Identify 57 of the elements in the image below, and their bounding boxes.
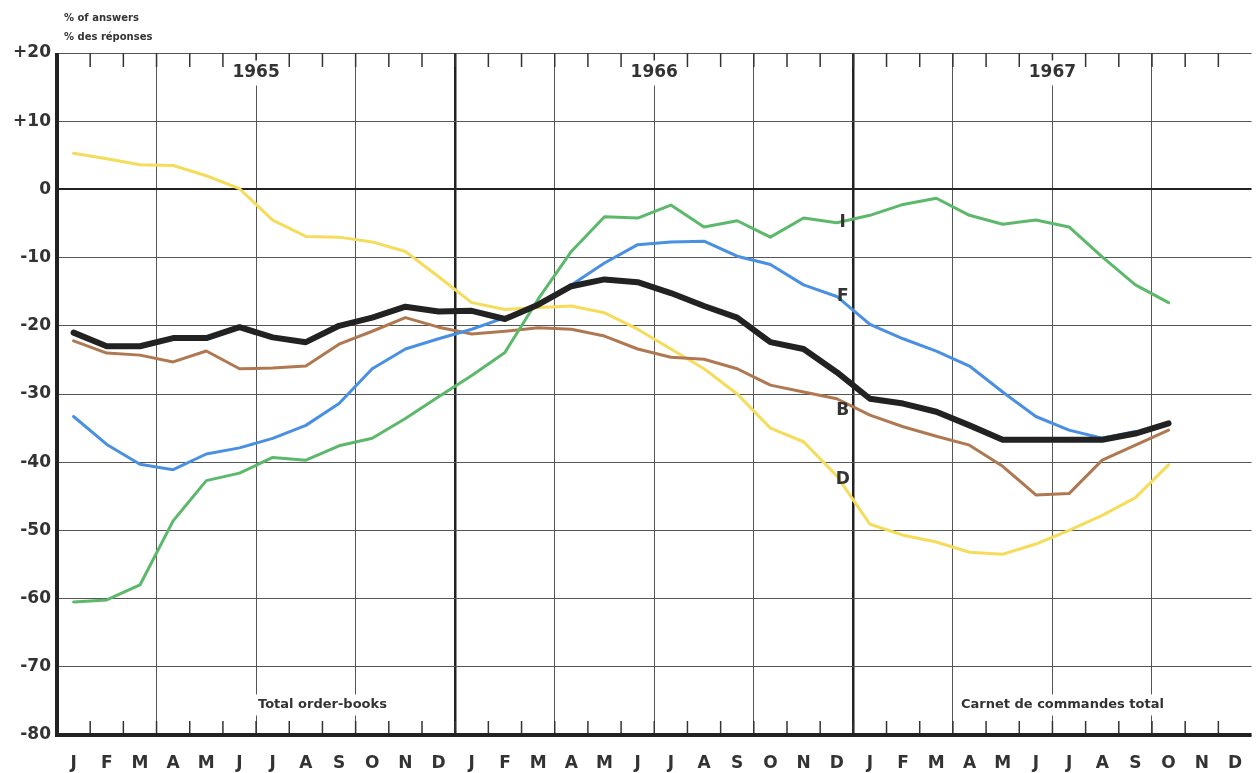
- x-tick-label: S: [332, 751, 346, 772]
- x-tick-label: M: [994, 751, 1012, 772]
- x-tick-label: J: [865, 751, 874, 772]
- annotation: Carnet de commandes total: [960, 696, 1164, 712]
- x-tick-label: J: [1031, 751, 1040, 772]
- x-tick-label: N: [796, 751, 811, 772]
- y-tick-label: -60: [20, 587, 52, 608]
- series-label: B: [836, 399, 850, 420]
- x-tick-label: A: [299, 751, 314, 772]
- x-tick-label: J: [633, 751, 641, 772]
- annotation: Total order-books: [258, 696, 388, 712]
- x-tick-label: J: [235, 751, 243, 772]
- x-tick-label: A: [166, 751, 181, 772]
- y-tick-label: -10: [20, 246, 52, 267]
- x-tick-label: J: [69, 751, 77, 772]
- x-tick-label: A: [962, 751, 977, 772]
- x-tick-label: O: [1161, 751, 1176, 772]
- series-label: I: [839, 211, 846, 232]
- series-label: D: [835, 468, 850, 489]
- y-tick-label: -40: [20, 450, 52, 471]
- x-tick-label: A: [1095, 751, 1110, 772]
- y-axis-title: % of answers % des réponses: [64, 11, 153, 42]
- annotation: 1967: [1028, 61, 1077, 82]
- x-tick-label: S: [1129, 751, 1142, 772]
- annotation: 1966: [630, 61, 678, 82]
- x-tick-label: N: [398, 751, 413, 772]
- x-tick-label: F: [499, 751, 511, 772]
- x-tick-label: F: [100, 751, 113, 772]
- y-tick-label: -80: [20, 723, 52, 744]
- y-tick-label: -70: [20, 655, 52, 676]
- y-tick-label: +20: [13, 41, 52, 62]
- annotation: 1965: [232, 61, 280, 82]
- x-tick-label: F: [897, 751, 909, 772]
- y-tick-label: -20: [20, 314, 52, 335]
- x-tick-label: D: [431, 751, 446, 772]
- y-tick-label: -30: [20, 382, 52, 403]
- x-tick-label: M: [197, 751, 215, 772]
- x-tick-label: J: [467, 751, 475, 772]
- y-tick-label: -50: [20, 518, 52, 539]
- x-tick-label: M: [131, 751, 149, 772]
- x-tick-label: J: [268, 751, 276, 772]
- series-label: F: [836, 284, 849, 305]
- x-tick-label: M: [927, 751, 945, 772]
- x-tick-label: M: [596, 751, 613, 772]
- x-tick-label: J: [1064, 751, 1073, 772]
- y-tick-label: 0: [39, 177, 52, 198]
- x-tick-label: J: [666, 751, 675, 772]
- x-tick-label: A: [564, 751, 579, 772]
- x-tick-label: N: [1194, 751, 1209, 772]
- x-tick-label: O: [763, 751, 778, 772]
- x-tick-label: O: [365, 751, 380, 772]
- x-tick-label: A: [697, 751, 712, 772]
- x-tick-label: S: [731, 751, 744, 772]
- x-tick-label: D: [829, 751, 844, 772]
- x-tick-label: M: [529, 751, 547, 772]
- y-tick-label: +10: [13, 109, 52, 130]
- x-tick-label: D: [1227, 751, 1243, 772]
